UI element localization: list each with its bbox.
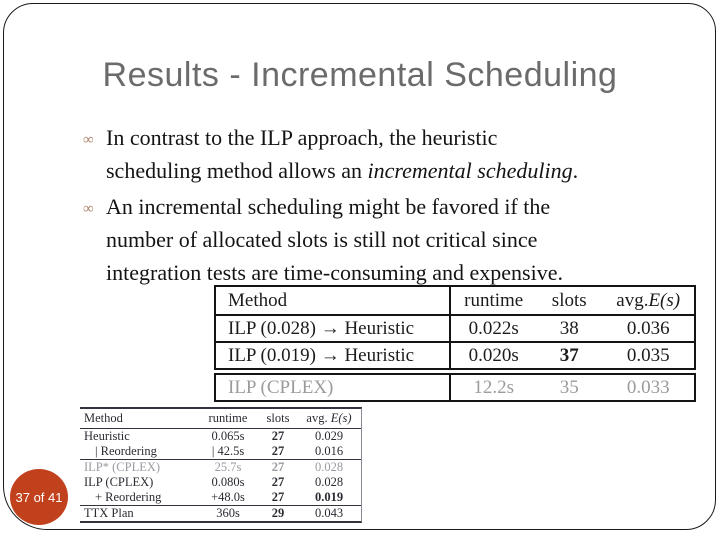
cell-runtime: 25.7s [214,460,242,474]
table-row: ILP (0.028) → Heuristic 0.022s 38 0.036 [216,314,694,341]
cell-method: ILP (0.019) → Heuristic [216,343,452,368]
results-table-detail: Method runtime slots avg. E(s) Heuristic 0.06… [80,407,362,523]
table-row: ILP (CPLEX) 12.2s 35 0.033 [216,375,694,400]
bullet-text: incremental scheduling [367,158,573,183]
page-number-badge: 37 of 41 [10,469,68,525]
cell-slots: 37 [559,344,579,366]
cell-runtime: 0.022s [468,317,519,339]
table-row: TTX Plan 360s 29 0.043 [80,506,361,521]
table-row: ILP (CPLEX) 0.080s 27 0.028 [80,475,361,490]
cell-slots: 27 [271,444,285,458]
cell-slots: 27 [271,490,285,504]
bullet-item: ∞ In contrast to the ILP approach, the he… [83,121,686,187]
bullet-text: An incremental scheduling might be favor… [106,194,551,219]
cell-avg: 0.028 [314,460,344,474]
results-table-detached-box: ILP (CPLEX) 12.2s 35 0.033 [214,373,696,402]
table-row: + Reordering +48.0s 27 0.019 [80,490,361,505]
cell-method: ILP (CPLEX) [216,375,452,400]
cell-avg: 0.019 [314,490,344,504]
cell-method: ILP (CPLEX) [84,475,154,489]
bullet-icon: ∞ [83,201,94,217]
cell-avg: 0.043 [314,506,344,520]
cell-avg: 0.035 [626,344,670,366]
cell-avg: 0.028 [314,475,344,489]
table-row: Heuristic 0.065s 27 0.029 [80,429,361,444]
cell-runtime: 0.020s [468,344,519,366]
table-row: ILP (0.019) → Heuristic 0.020s 37 0.035 [216,341,694,368]
bullet-text: scheduling method allows an [106,158,368,183]
bullet-text: integration tests are time-consuming and… [106,260,563,285]
cell-method: Heuristic [84,429,130,443]
cell-runtime: 0.065s [211,429,245,443]
cell-slots: 27 [271,429,285,443]
cell-slots: 35 [559,376,579,398]
table-group: Heuristic 0.065s 27 0.029 | Reordering | 42.5… [80,429,361,459]
table-group: TTX Plan 360s 29 0.043 [80,505,361,521]
cell-slots: 27 [271,460,285,474]
cell-method: ILP (0.028) → Heuristic [216,316,452,341]
bullet-text: In contrast to the ILP approach, the heu… [106,125,498,150]
cell-method: TTX Plan [84,506,134,520]
cell-method: ILP* (CPLEX) [84,460,161,474]
cell-slots: slots [266,411,290,425]
results-table-main: Method runtime slots avg. E(s) ILP (0.028) →… [214,285,696,402]
cell-slots: 38 [559,317,579,339]
results-table-main-box: Method runtime slots avg. E(s) ILP (0.028) →… [214,285,696,370]
cell-method: Method [84,411,123,425]
bullet-icon: ∞ [83,132,94,148]
cell-runtime: 12.2s [473,376,515,398]
cell-avg: 0.029 [314,429,344,443]
cell-avg: avg. E(s) [616,289,681,311]
cell-avg: 0.033 [626,376,670,398]
slide-title: Results - Incremental Scheduling [102,56,618,94]
cell-runtime: runtime [464,289,524,311]
cell-runtime: 0.080s [211,475,245,489]
cell-method: Method [216,287,452,314]
bullet-list: ∞ In contrast to the ILP approach, the he… [83,121,686,289]
cell-avg: 0.016 [314,444,344,458]
table-row: | Reordering | 42.5s 27 0.016 [80,444,361,459]
bullet-item: ∞ An incremental scheduling might be favo… [83,190,686,289]
cell-slots: slots [551,289,587,311]
table-group: ILP* (CPLEX) 25.7s 27 0.028 ILP (CPLEX) 0.080… [80,459,361,505]
cell-slots: 27 [271,475,285,489]
cell-runtime: 360s [216,506,240,520]
cell-avg: avg. E(s) [306,411,352,425]
cell-runtime: | 42.5s [211,444,245,458]
bullet-text: . [572,158,579,183]
table-row: ILP* (CPLEX) 25.7s 27 0.028 [80,460,361,475]
cell-runtime: +48.0s [211,490,245,504]
bullet-text: number of allocated slots is still not c… [106,227,538,252]
cell-slots: 29 [271,506,285,520]
cell-avg: 0.036 [626,317,670,339]
cell-runtime: runtime [208,411,248,425]
table-header-row: Method runtime slots avg. E(s) [216,287,694,314]
cell-method: + Reordering [95,490,162,504]
cell-method: | Reordering [95,444,157,458]
slide-border [3,3,716,530]
table-header-row: Method runtime slots avg. E(s) [80,409,361,429]
